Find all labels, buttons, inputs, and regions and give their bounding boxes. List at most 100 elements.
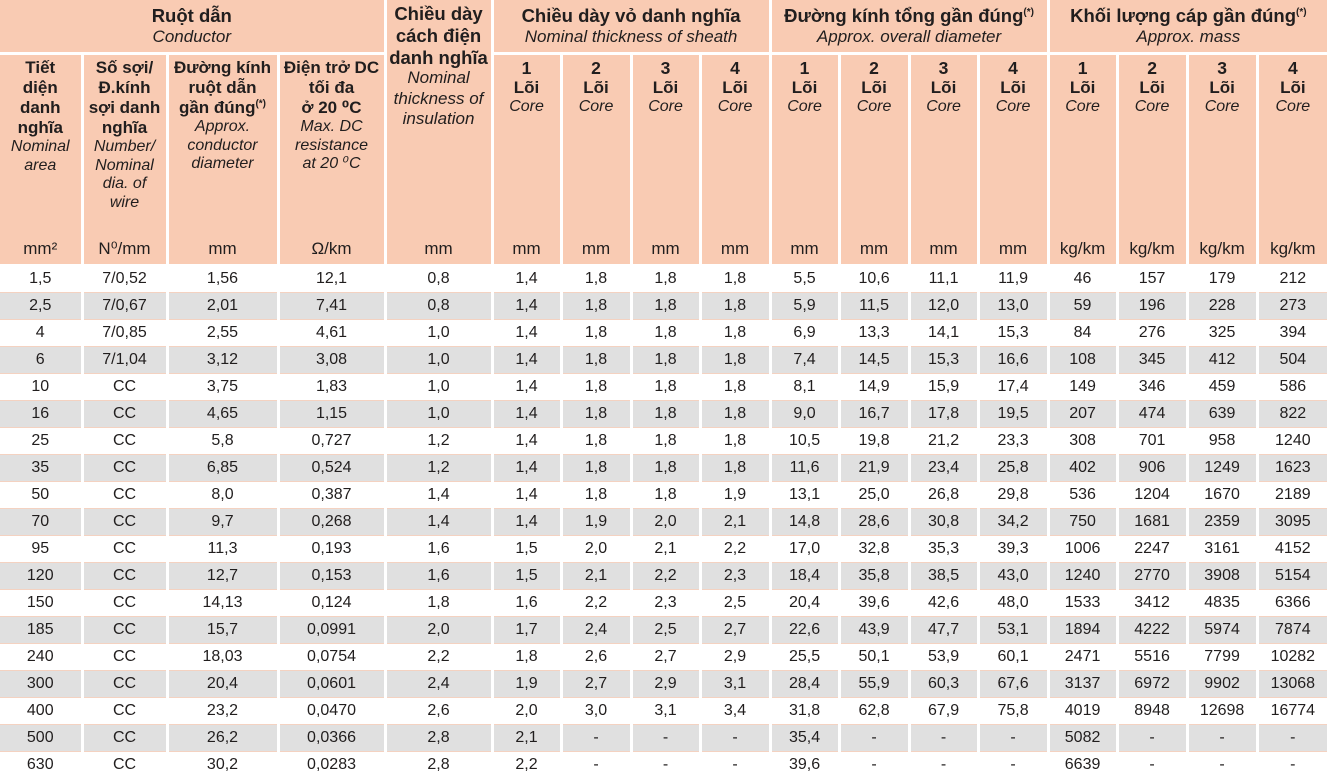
core-number: 4 [730,57,740,78]
table-row: 1,5 7/0,52 1,56 12,1 0,8 1,4 1,8 1,8 1,8 5,5 10,6 1… [0,264,1327,292]
table-cell: 22,6 [768,615,840,643]
insulation-en: Nominal thickness of insulation [393,68,484,128]
table-cell: 9,7 [165,507,278,535]
table-cell: 1,9 [559,507,632,535]
table-cell: 13068 [1255,669,1327,697]
table-cell: 1,8 [698,453,771,481]
core-label-en: Core [995,98,1031,116]
table-cell: 300 [0,669,82,697]
core-header-mass-4: 4 Lõi Core kg/km [1255,53,1327,267]
table-cell: 0,0991 [276,615,386,643]
table-cell: 2,2 [559,588,632,616]
table-cell: 1,4 [490,426,562,454]
table-cell: 25,0 [837,480,910,508]
table-cell: 1,8 [629,480,701,508]
table-cell: 1,4 [490,372,562,400]
core-label-vi: Lõi [1139,78,1165,98]
table-cell: 2,0 [383,615,493,643]
table-cell: - [629,723,701,751]
group-mass-en: Approx. mass [1136,26,1241,46]
table-cell: 1,15 [276,399,386,427]
core-header-sheath-1: 1 Lõi Core mm [490,53,562,267]
table-cell: 273 [1255,291,1327,319]
core-unit: mm [651,238,680,258]
table-cell: 1,8 [559,426,632,454]
table-cell: - [1185,750,1258,778]
core-number: 2 [591,57,601,78]
core-header-mass-2: 2 Lõi Core kg/km [1115,53,1188,267]
table-cell: - [1255,750,1327,778]
table-cell: 2,3 [629,588,701,616]
table-cell: 14,1 [907,318,979,346]
table-cell: 2247 [1115,534,1188,562]
core-label-vi: Lõi [583,78,609,98]
table-cell: 185 [0,615,82,643]
table-cell: 2,01 [165,291,278,319]
table-cell: 1,8 [559,318,632,346]
core-unit: kg/km [1199,238,1245,258]
core-number: 3 [1217,57,1227,78]
core-number: 1 [521,57,532,78]
table-cell: 3,0 [559,696,632,724]
table-cell: 630 [0,750,82,778]
table-cell: 412 [1185,345,1258,373]
core-label-vi: Lõi [1209,78,1235,98]
table-cell: 1240 [1046,561,1118,589]
table-cell: 0,268 [276,507,386,535]
core-unit: mm [581,238,611,258]
table-cell: 1,2 [383,426,493,454]
table-cell: 1,8 [629,426,701,454]
table-cell: 16,7 [837,399,910,427]
table-cell: 0,0601 [276,669,386,697]
table-cell: 2,5 [629,615,701,643]
table-cell: 1,8 [629,372,701,400]
table-cell: 38,5 [907,561,979,589]
table-cell: 3,08 [276,345,386,373]
table-row: 2,5 7/0,67 2,01 7,41 0,8 1,4 1,8 1,8 1,8 5,9 11,5 1… [0,291,1327,319]
table-cell: 2,0 [559,534,632,562]
table-cell: 1,4 [383,507,493,535]
table-cell: 11,6 [768,453,840,481]
table-cell: 750 [1046,507,1118,535]
core-unit: kg/km [1059,238,1106,258]
table-cell: 7,4 [768,345,840,373]
nominal-area-vi: Tiết diện danh nghĩa [17,57,63,137]
table-cell: 1,8 [559,264,632,292]
table-cell: 10,5 [768,426,840,454]
table-cell: 1,5 [0,264,82,292]
table-cell: - [907,723,979,751]
table-cell: 10282 [1255,642,1327,670]
table-cell: 5,9 [768,291,840,319]
group-sheath-en: Nominal thickness of sheath [524,26,738,46]
table-cell: 0,8 [383,291,493,319]
number-of-wires-vi: Số sợi/ Đ.kính sợi danh nghĩa [88,57,161,137]
core-number: 1 [1077,57,1088,78]
core-unit: mm [790,238,819,258]
table-cell: 3,12 [165,345,278,373]
table-cell: 1,8 [559,399,632,427]
table-cell: 20,4 [768,588,840,616]
table-cell: 30,2 [165,750,278,778]
table-cell: 67,9 [907,696,979,724]
table-cell: 39,3 [976,534,1049,562]
table-cell: 23,4 [907,453,979,481]
table-cell: 1,9 [698,480,771,508]
table-cell: 42,6 [907,588,979,616]
table-cell: 2,0 [490,696,562,724]
core-label-vi: Lõi [930,78,957,98]
table-cell: 2,5 [0,291,82,319]
table-cell: 1,8 [559,480,632,508]
core-number: 1 [799,57,810,78]
table-cell: 1,8 [698,399,771,427]
table-cell: CC [80,723,167,751]
table-cell: 2,1 [629,534,701,562]
table-row: 35 CC 6,85 0,524 1,2 1,4 1,8 1,8 1,8 11,6 21,9 23,4… [0,453,1327,481]
core-header-sheath-3: 3 Lõi Core mm [629,53,701,267]
table-cell: 11,5 [837,291,910,319]
table-cell: 5154 [1255,561,1327,589]
core-label-en: Core [509,98,544,116]
table-cell: - [907,750,979,778]
table-cell: 1,0 [383,345,493,373]
conductor-diameter-vi: Đường kính ruột dẫn gần đúng [173,57,272,117]
